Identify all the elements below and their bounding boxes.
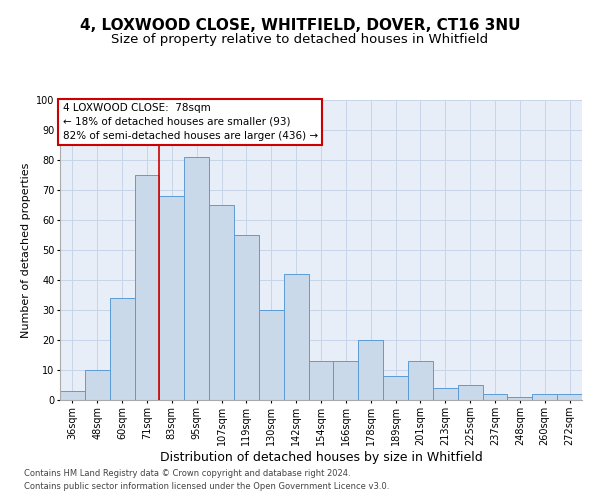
- Text: Contains public sector information licensed under the Open Government Licence v3: Contains public sector information licen…: [24, 482, 389, 491]
- Bar: [532, 394, 557, 400]
- Bar: [308, 361, 334, 400]
- Bar: [358, 340, 383, 400]
- Bar: [234, 235, 259, 400]
- Bar: [134, 175, 160, 400]
- Y-axis label: Number of detached properties: Number of detached properties: [20, 162, 31, 338]
- Bar: [110, 298, 134, 400]
- Bar: [482, 394, 508, 400]
- Bar: [508, 397, 532, 400]
- Bar: [383, 376, 408, 400]
- Text: 4, LOXWOOD CLOSE, WHITFIELD, DOVER, CT16 3NU: 4, LOXWOOD CLOSE, WHITFIELD, DOVER, CT16…: [80, 18, 520, 32]
- Bar: [160, 196, 184, 400]
- Text: 4 LOXWOOD CLOSE:  78sqm
← 18% of detached houses are smaller (93)
82% of semi-de: 4 LOXWOOD CLOSE: 78sqm ← 18% of detached…: [62, 103, 318, 141]
- Bar: [458, 385, 482, 400]
- Bar: [184, 157, 209, 400]
- Bar: [408, 361, 433, 400]
- Bar: [433, 388, 458, 400]
- Bar: [60, 391, 85, 400]
- X-axis label: Distribution of detached houses by size in Whitfield: Distribution of detached houses by size …: [160, 450, 482, 464]
- Text: Contains HM Land Registry data © Crown copyright and database right 2024.: Contains HM Land Registry data © Crown c…: [24, 468, 350, 477]
- Bar: [209, 205, 234, 400]
- Bar: [557, 394, 582, 400]
- Bar: [259, 310, 284, 400]
- Bar: [85, 370, 110, 400]
- Bar: [334, 361, 358, 400]
- Bar: [284, 274, 308, 400]
- Text: Size of property relative to detached houses in Whitfield: Size of property relative to detached ho…: [112, 32, 488, 46]
